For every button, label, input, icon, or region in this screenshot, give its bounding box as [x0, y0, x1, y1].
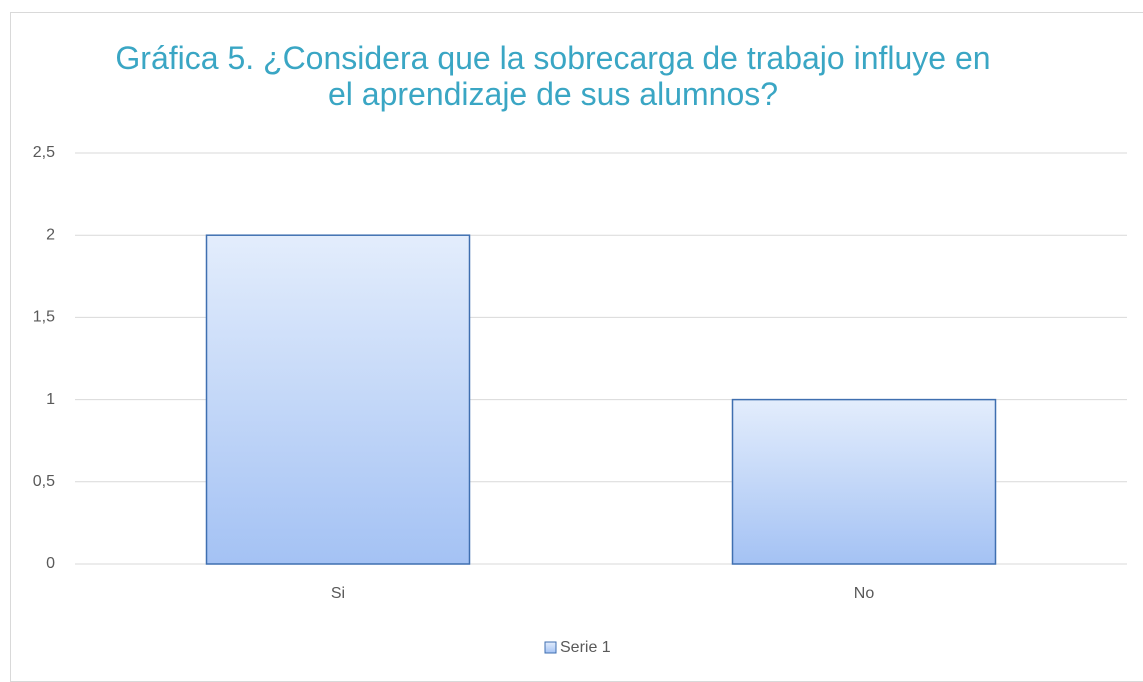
legend-label: Serie 1 — [560, 639, 611, 656]
x-tick-label: Si — [331, 585, 345, 602]
y-tick-label: 1 — [46, 391, 55, 408]
y-tick-label: 0,5 — [33, 473, 55, 490]
y-tick-label: 2 — [46, 226, 55, 243]
bar — [205, 234, 471, 565]
x-tick-label: No — [854, 585, 875, 602]
y-tick-label: 1,5 — [33, 309, 55, 326]
legend-swatch — [544, 641, 557, 654]
y-tick-label: 0 — [46, 555, 55, 572]
chart-title: Gráfica 5. ¿Considera que la sobrecarga … — [115, 40, 991, 112]
y-tick-label: 2,5 — [33, 144, 55, 161]
bar — [731, 398, 997, 565]
